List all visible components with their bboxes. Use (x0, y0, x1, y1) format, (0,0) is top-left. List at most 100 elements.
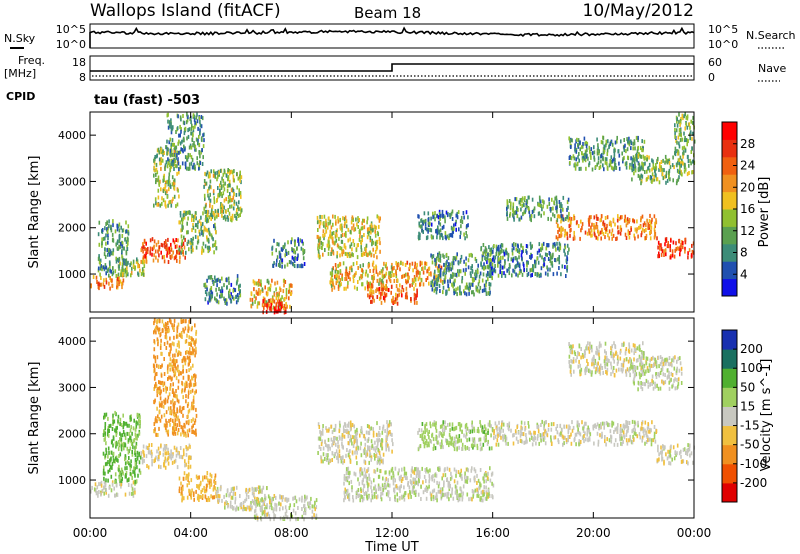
echo-cell (180, 129, 182, 134)
echo-cell (330, 277, 333, 281)
echo-cell (115, 483, 118, 488)
echo-cell (142, 258, 145, 263)
echo-cell (516, 257, 518, 262)
echo-cell (197, 126, 199, 131)
echo-cell (282, 289, 285, 294)
echo-cell (352, 275, 355, 280)
echo-cell (518, 250, 520, 255)
echo-cell (674, 134, 676, 139)
echo-cell (107, 493, 110, 498)
echo-cell (171, 454, 174, 459)
echo-cell (452, 258, 455, 263)
echo-cell (344, 271, 347, 276)
echo-cell (163, 151, 165, 155)
echo-cell (458, 269, 461, 274)
echo-cell (118, 256, 121, 261)
echo-cell (181, 490, 183, 495)
echo-cell (343, 217, 346, 222)
echo-cell (281, 295, 283, 300)
echo-cell (273, 261, 275, 266)
echo-cell (349, 449, 351, 454)
echo-cell (164, 397, 167, 402)
echo-cell (140, 248, 143, 253)
echo-cell (414, 293, 417, 298)
ytick-label: 2000 (58, 222, 86, 235)
echo-cell (164, 326, 167, 331)
echo-cell (351, 423, 354, 427)
echo-cell (574, 143, 576, 148)
echo-cell (529, 216, 531, 221)
echo-cell (691, 249, 694, 254)
echo-cell (104, 422, 107, 426)
echo-cell (372, 279, 374, 284)
echo-cell (633, 141, 636, 146)
echo-cell (654, 168, 656, 173)
echo-cell (126, 460, 129, 465)
echo-cell (686, 125, 689, 130)
echo-cell (676, 246, 679, 251)
echo-cell (664, 174, 666, 179)
echo-cell (107, 433, 110, 438)
echo-cell (184, 463, 186, 468)
echo-cell (93, 487, 96, 492)
echo-cell (385, 279, 388, 284)
echo-cell (167, 119, 169, 124)
echo-cell (675, 139, 677, 143)
echo-cell (124, 237, 126, 242)
echo-cell (167, 329, 170, 334)
echo-cell (172, 142, 174, 147)
echo-cell (645, 236, 647, 240)
echo-cell (638, 225, 640, 230)
echo-cell (564, 252, 566, 257)
echo-cell (246, 505, 249, 510)
echo-cell (457, 261, 460, 266)
echo-cell (453, 256, 456, 261)
echo-cell (200, 224, 203, 229)
echo-cell (679, 138, 682, 143)
echo-cell (632, 141, 634, 146)
echo-cell (349, 266, 351, 271)
echo-cell (390, 290, 392, 295)
echo-cell (327, 251, 330, 256)
echo-cell (99, 272, 101, 277)
echo-cell (110, 450, 113, 455)
echo-cell (627, 231, 630, 236)
echo-cell (153, 354, 155, 359)
echo-cell (300, 263, 303, 268)
echo-cell (676, 179, 678, 184)
echo-cell (159, 403, 161, 408)
echo-cell (165, 180, 167, 185)
echo-cell (357, 216, 359, 221)
echo-cell (427, 217, 430, 222)
echo-cell (173, 150, 176, 155)
echo-cell (559, 243, 562, 248)
echo-cell (382, 267, 384, 272)
echo-cell (225, 298, 228, 303)
echo-cell (276, 242, 278, 247)
echo-cell (120, 273, 123, 278)
echo-cell (335, 273, 337, 278)
echo-cell (626, 137, 628, 142)
echo-cell (525, 244, 528, 248)
echo-cell (198, 134, 200, 139)
echo-cell (606, 223, 608, 228)
echo-cell (187, 210, 189, 215)
echo-cell (692, 120, 694, 125)
echo-cell (645, 228, 647, 232)
echo-cell (261, 287, 264, 292)
echo-cell (160, 147, 162, 152)
echo-band (253, 493, 318, 522)
echo-cell (412, 280, 414, 285)
echo-cell (413, 297, 416, 302)
echo-cell (655, 177, 658, 182)
echo-cell (226, 215, 229, 220)
echo-cell (195, 489, 197, 494)
echo-cell (518, 270, 521, 275)
echo-cell (201, 488, 204, 493)
echo-cell (417, 269, 419, 274)
echo-cell (557, 214, 560, 219)
echo-cell (167, 157, 169, 162)
echo-cell (178, 167, 180, 172)
echo-cell (372, 289, 374, 294)
echo-cell (100, 282, 102, 287)
